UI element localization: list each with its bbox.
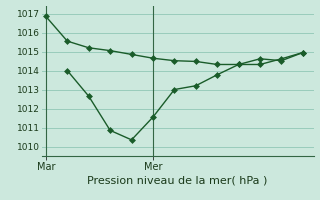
X-axis label: Pression niveau de la mer( hPa ): Pression niveau de la mer( hPa ) — [87, 176, 268, 186]
